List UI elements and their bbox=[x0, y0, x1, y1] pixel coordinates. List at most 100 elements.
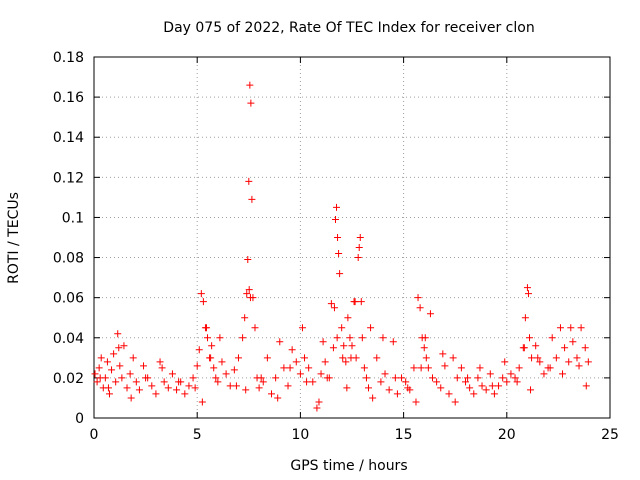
data-point bbox=[548, 334, 556, 342]
data-point bbox=[286, 364, 294, 372]
data-point bbox=[340, 342, 348, 350]
data-point bbox=[404, 384, 412, 392]
data-point bbox=[257, 374, 265, 382]
data-point bbox=[356, 234, 364, 241]
data-point bbox=[421, 334, 429, 342]
data-point bbox=[210, 364, 218, 372]
data-point bbox=[204, 334, 212, 342]
axis-ticks: 0 5 10 15 20 25 0 0.02 0.04 0.06 0.08 0.1 0.12 0.14 0.… bbox=[53, 50, 619, 443]
data-point bbox=[199, 298, 207, 306]
data-point bbox=[91, 370, 99, 378]
data-point bbox=[462, 378, 470, 386]
data-point bbox=[333, 203, 341, 211]
y-tick-label: 0 bbox=[75, 411, 84, 427]
data-point bbox=[355, 244, 363, 252]
data-point bbox=[478, 382, 486, 390]
data-point bbox=[358, 334, 366, 342]
data-point bbox=[247, 99, 255, 107]
data-point bbox=[242, 386, 250, 394]
data-point bbox=[347, 354, 355, 362]
data-point bbox=[158, 364, 166, 372]
data-point bbox=[449, 354, 457, 362]
data-point bbox=[486, 370, 494, 378]
data-point bbox=[168, 370, 176, 378]
data-point bbox=[335, 250, 343, 258]
data-point bbox=[334, 234, 342, 241]
data-point bbox=[379, 334, 387, 342]
grid bbox=[94, 57, 610, 418]
data-point bbox=[417, 364, 425, 372]
data-point bbox=[331, 215, 339, 223]
data-point bbox=[103, 358, 111, 366]
data-point bbox=[241, 314, 249, 322]
data-point bbox=[524, 290, 532, 298]
data-point bbox=[280, 364, 288, 372]
data-point bbox=[298, 324, 306, 332]
data-point bbox=[453, 374, 461, 382]
data-point bbox=[93, 378, 101, 386]
data-point bbox=[439, 350, 447, 358]
data-point bbox=[373, 354, 381, 362]
data-point bbox=[420, 344, 428, 352]
y-tick-label: 0.18 bbox=[53, 50, 84, 66]
data-point bbox=[296, 370, 304, 378]
data-point bbox=[319, 338, 327, 346]
data-point bbox=[507, 370, 515, 378]
data-point bbox=[581, 344, 589, 352]
data-point bbox=[573, 354, 581, 362]
y-tick-label: 0.04 bbox=[53, 331, 84, 347]
data-point bbox=[451, 398, 459, 406]
data-point bbox=[584, 358, 592, 366]
data-point bbox=[276, 338, 284, 346]
data-point bbox=[354, 254, 362, 262]
data-point bbox=[424, 364, 432, 372]
y-tick-label: 0.12 bbox=[53, 170, 84, 186]
data-point bbox=[245, 286, 253, 294]
data-point bbox=[309, 378, 317, 386]
y-tick-label: 0.16 bbox=[53, 90, 84, 106]
data-point bbox=[245, 177, 253, 185]
y-tick-label: 0.06 bbox=[53, 291, 84, 307]
data-point bbox=[239, 334, 247, 342]
data-point bbox=[284, 382, 292, 390]
data-point bbox=[464, 374, 472, 382]
data-point bbox=[142, 374, 150, 382]
data-point bbox=[214, 378, 222, 386]
data-point bbox=[327, 300, 335, 308]
data-point bbox=[303, 378, 311, 386]
data-point bbox=[336, 270, 344, 278]
data-point bbox=[212, 374, 220, 382]
y-tick-label: 0.02 bbox=[53, 371, 84, 387]
data-point bbox=[342, 358, 350, 366]
data-point bbox=[402, 378, 410, 386]
data-point bbox=[301, 354, 309, 362]
data-point bbox=[202, 324, 210, 332]
data-point bbox=[216, 334, 224, 342]
data-point bbox=[195, 346, 203, 354]
data-point bbox=[156, 358, 164, 366]
data-point bbox=[482, 386, 490, 394]
data-point bbox=[362, 374, 370, 382]
data-point bbox=[433, 378, 441, 386]
data-point bbox=[189, 374, 197, 382]
data-point bbox=[567, 324, 575, 332]
data-point bbox=[569, 338, 577, 346]
data-point bbox=[348, 342, 356, 350]
data-point bbox=[193, 362, 201, 370]
data-point bbox=[243, 290, 251, 298]
data-point bbox=[532, 342, 540, 350]
data-point bbox=[365, 384, 373, 392]
data-point bbox=[305, 364, 313, 372]
data-point bbox=[391, 374, 399, 382]
data-point bbox=[577, 324, 585, 332]
data-point bbox=[110, 350, 118, 358]
data-point bbox=[521, 314, 529, 322]
data-point bbox=[185, 382, 193, 390]
data-point bbox=[115, 344, 123, 352]
data-point bbox=[511, 374, 519, 382]
data-point bbox=[132, 378, 140, 386]
data-point bbox=[428, 374, 436, 382]
data-point bbox=[556, 324, 564, 332]
data-point bbox=[523, 284, 531, 292]
data-point bbox=[129, 354, 137, 362]
